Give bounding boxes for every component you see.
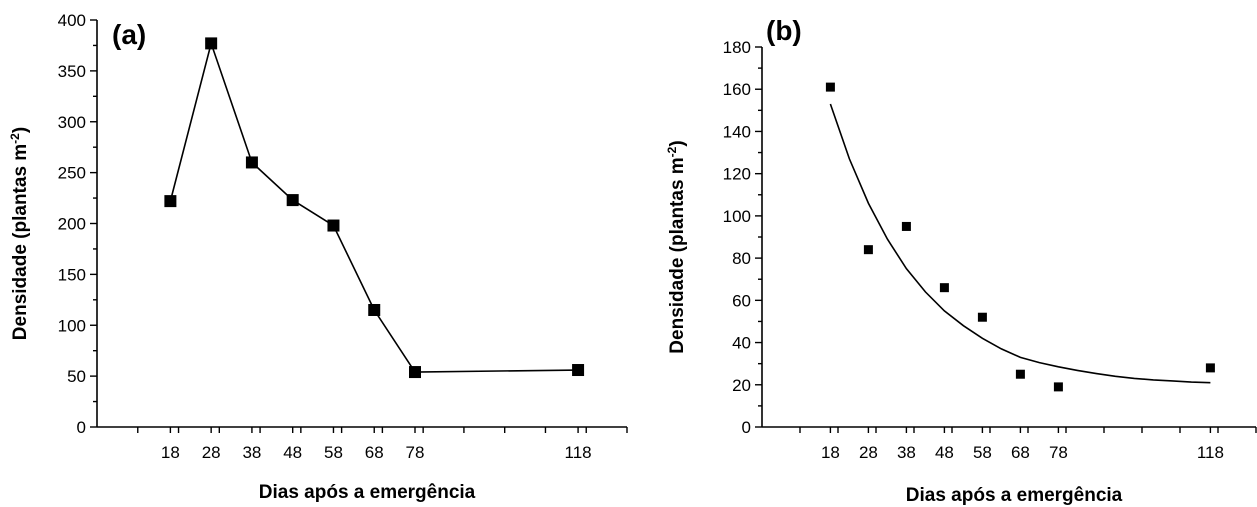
y-tick-label: 20 bbox=[732, 376, 751, 395]
y-tick-label: 50 bbox=[67, 367, 86, 386]
x-tick-label: 38 bbox=[242, 443, 261, 462]
y-tick-label: 120 bbox=[723, 165, 751, 184]
x-axis-title: Dias após a emergência bbox=[259, 482, 476, 503]
data-point bbox=[409, 366, 421, 379]
y-tick-label: 150 bbox=[58, 265, 86, 284]
y-axis-title-exponent: -2 bbox=[665, 146, 679, 157]
x-tick-label: 78 bbox=[406, 443, 425, 462]
y-tick-label: 140 bbox=[723, 122, 751, 141]
data-point bbox=[572, 364, 585, 377]
y-axis-title: Densidade (plantas m-2) bbox=[8, 127, 31, 340]
data-point bbox=[1015, 369, 1025, 379]
x-tick-label: 68 bbox=[1011, 443, 1030, 462]
y-axis-title-exponent: -2 bbox=[8, 133, 22, 144]
x-tick-label: 38 bbox=[897, 443, 916, 462]
y-tick-label: 180 bbox=[723, 38, 751, 57]
x-tick-label: 28 bbox=[202, 443, 221, 462]
x-tick-label: 58 bbox=[324, 443, 343, 462]
y-axis-title-close: ) bbox=[10, 127, 31, 133]
y-axis-title: Densidade (plantas m-2) bbox=[665, 140, 688, 353]
chart-panel-a: 0 50 100 150 200 250 300 350 400 18 28 38 48 58 68 78 11… bbox=[8, 11, 628, 503]
y-tick-label: 0 bbox=[77, 418, 86, 437]
y-tick-label: 300 bbox=[58, 113, 86, 132]
x-tick-label: 68 bbox=[365, 443, 384, 462]
x-tick-label: 118 bbox=[565, 443, 592, 462]
y-tick-label: 40 bbox=[732, 334, 751, 353]
data-point bbox=[368, 303, 381, 316]
data-point bbox=[286, 194, 299, 207]
y-tick-label: 60 bbox=[732, 291, 751, 310]
x-axis-title: Dias após a emergência bbox=[906, 485, 1123, 506]
series-line bbox=[169, 40, 579, 373]
x-tick-label: 28 bbox=[859, 443, 878, 462]
y-tick-label: 160 bbox=[723, 80, 751, 99]
panel-label: (b) bbox=[766, 15, 802, 46]
x-tick-label: 48 bbox=[935, 443, 954, 462]
x-tick-label: 78 bbox=[1049, 443, 1068, 462]
panel-label: (a) bbox=[112, 19, 146, 50]
y-axis-title-close: ) bbox=[667, 140, 688, 146]
y-tick-label: 200 bbox=[58, 215, 86, 234]
data-point bbox=[977, 312, 987, 322]
y-tick-label: 0 bbox=[742, 418, 751, 437]
x-tick-label: 18 bbox=[821, 443, 840, 462]
y-tick-label: 400 bbox=[58, 11, 86, 30]
x-tick-label: 118 bbox=[1197, 443, 1224, 462]
data-point bbox=[1205, 363, 1215, 373]
y-tick-label: 350 bbox=[58, 62, 86, 81]
fit-curve bbox=[829, 103, 1211, 384]
data-point bbox=[164, 195, 177, 208]
data-point bbox=[825, 82, 835, 92]
data-point bbox=[327, 219, 340, 232]
y-tick-label: 80 bbox=[732, 249, 751, 268]
y-tick-label: 100 bbox=[58, 316, 86, 335]
y-tick-label: 250 bbox=[58, 164, 86, 183]
data-point bbox=[1053, 382, 1063, 392]
data-point bbox=[245, 156, 258, 169]
chart-panel-b: 0 20 40 60 80 100 120 140 160 180 18 28 38 48 58 68 78 11… bbox=[665, 15, 1257, 506]
data-point bbox=[863, 245, 873, 255]
x-tick-label: 48 bbox=[283, 443, 302, 462]
data-point bbox=[205, 37, 218, 50]
data-point bbox=[901, 221, 911, 231]
x-tick-label: 58 bbox=[973, 443, 992, 462]
y-tick-label: 100 bbox=[723, 207, 751, 226]
x-tick-label: 18 bbox=[161, 443, 180, 462]
data-point bbox=[939, 283, 949, 293]
